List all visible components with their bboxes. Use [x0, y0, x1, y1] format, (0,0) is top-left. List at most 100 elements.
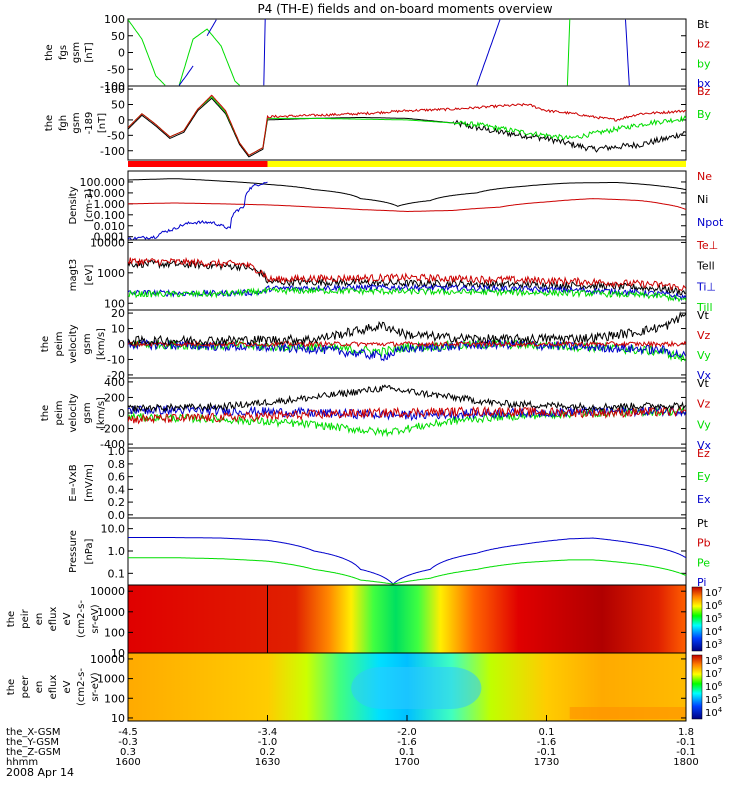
data-series-line [128, 256, 686, 292]
y-axis-label: peim [54, 331, 65, 356]
ephemeris-value: 1700 [394, 757, 419, 768]
y-tick-label: 100 [104, 626, 125, 639]
y-tick-label: 1.0 [108, 545, 126, 558]
panel-efield: 1.00.80.60.40.20.0 E=-VxB [mV/m] Ez Ey Ex [68, 445, 711, 522]
y-axis-label: gsm [71, 42, 82, 63]
ephemeris-value: 1730 [534, 757, 559, 768]
ion-spec-heatmap [128, 585, 686, 653]
data-series-line [128, 339, 686, 348]
pressure-frame [127, 517, 687, 586]
y-tick-label: -100 [100, 145, 125, 158]
ephemeris-label: the_Z-GSM [6, 747, 61, 758]
ephemeris-value: 0.1 [399, 747, 415, 758]
data-series-line [128, 405, 686, 425]
y-axis-label: eV [62, 612, 73, 625]
data-series-line [128, 537, 686, 585]
legend-entry: bx [697, 77, 711, 90]
y-tick-label: 0.001 [94, 231, 126, 244]
ephemeris-value: -3.4 [258, 727, 278, 738]
ephemeris-value: 0.1 [539, 727, 555, 738]
y-tick-label: 0.6 [108, 471, 126, 484]
data-series-line [128, 19, 166, 86]
y-axis-label: the [44, 115, 55, 131]
y-tick-label: 10 [111, 323, 125, 336]
data-series-line [566, 19, 571, 86]
fgh-frame [127, 85, 687, 161]
y-axis-label: magt3 [68, 259, 79, 292]
data-series-line [625, 19, 630, 86]
panel-fgs: 100 50 0 -50 -100 the fgs gsm [nT] Bt bz by bx [44, 13, 711, 93]
y-axis-label: [mV/m] [84, 464, 95, 502]
legend-entry: Pi [697, 576, 706, 589]
y-axis-label: eV [62, 680, 73, 693]
legend-entry: Till [696, 301, 713, 314]
legend-entry: bz [697, 38, 710, 51]
data-series-line [128, 178, 686, 207]
legend-entry: Vy [697, 418, 711, 431]
y-tick-label: 10000 [90, 585, 125, 598]
y-tick-label: 1000 [97, 673, 125, 686]
legend-entry: Vx [697, 369, 712, 382]
elec-spec-core [351, 667, 482, 709]
data-series-line [128, 311, 686, 347]
data-series-line [128, 384, 686, 414]
legend-entry: Ez [697, 447, 710, 460]
y-tick-label: 10000 [90, 653, 125, 666]
y-tick-label: -50 [107, 129, 125, 142]
data-series-line [128, 259, 686, 296]
y-axis-label: the [6, 611, 17, 627]
y-tick-label: -100 [100, 80, 125, 93]
y-tick-label: 10 [111, 712, 125, 725]
density-frame [127, 170, 687, 241]
ephemeris-value: -0.1 [537, 747, 557, 758]
panel-pressure: 10.0 1.0 0.1 Pressure [nPa] Pt Pb Pe Pi [68, 517, 711, 589]
data-series-line [128, 286, 686, 303]
y-tick-label: 0.4 [108, 483, 126, 496]
date-label: 2008 Apr 14 [6, 766, 74, 779]
legend-entry: Npot [697, 216, 724, 229]
legend-entry: Ne [697, 170, 712, 183]
y-axis-label: the [40, 405, 51, 421]
y-tick-label: 0 [118, 407, 125, 420]
data-series-line [128, 337, 686, 362]
y-axis-label: Pressure [68, 530, 79, 573]
y-tick-label: 1.0 [108, 445, 126, 458]
fgs-frame [127, 18, 687, 87]
y-axis-label: sr-eV) [90, 672, 101, 701]
data-series-line [128, 198, 686, 212]
colorbar-tick: 104 [705, 706, 723, 719]
panel-magt3: 10000 1000 100 magt3 [eV] Te⊥ Tell Ti⊥ Till [68, 236, 718, 314]
colorbar-tick: 107 [705, 667, 722, 680]
colorbar-tick: 105 [705, 693, 722, 706]
y-axis-label: [nT] [84, 42, 95, 62]
y-tick-label: 0 [118, 47, 125, 60]
data-series-line [128, 181, 268, 240]
ephemeris-value: 1800 [673, 757, 698, 768]
ephemeris-value: 1630 [255, 757, 280, 768]
colorbar-tick: 108 [705, 654, 722, 667]
colorbar-tick: 104 [705, 625, 723, 638]
y-axis-label: peir [20, 608, 31, 628]
y-tick-label: 0.8 [108, 458, 126, 471]
ephemeris-value: -0.3 [118, 737, 138, 748]
ephemeris-value: 0.3 [120, 747, 136, 758]
legend-entry: Vx [697, 439, 712, 452]
ephemeris-rows: the_X-GSM -4.5 -3.4 -2.0 0.1 1.8 the_Y-GSM -0.3… [6, 727, 699, 768]
elec-spec-band [569, 707, 686, 719]
legend-entry: Tell [696, 260, 715, 273]
y-axis-label: peer [20, 675, 31, 699]
y-tick-label: 100.000 [80, 176, 126, 189]
y-axis-label: velocity [68, 393, 79, 432]
elec-spec-colorbar [691, 654, 703, 720]
y-tick-label: 10.000 [87, 187, 126, 200]
legend-entry: Ni [697, 193, 708, 206]
y-axis-label: peim [54, 400, 65, 425]
y-axis-label: [km/s] [96, 397, 107, 429]
y-axis-label: en [34, 613, 45, 626]
colorbar-tick: 106 [705, 680, 723, 693]
